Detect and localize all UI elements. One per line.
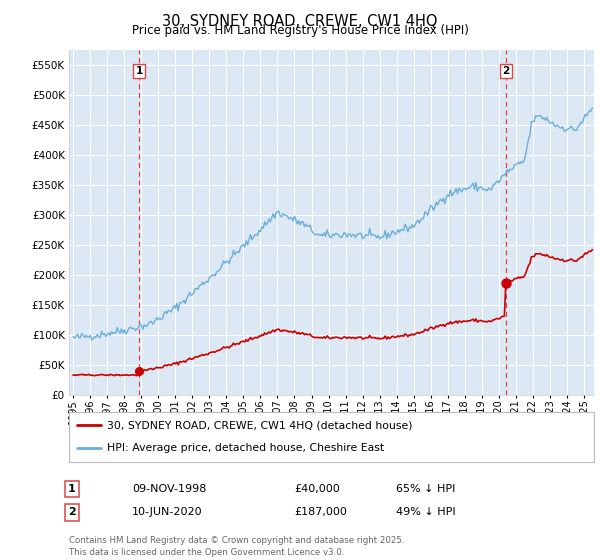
Text: 10-JUN-2020: 10-JUN-2020 — [132, 507, 203, 517]
Text: 1: 1 — [68, 484, 76, 494]
Text: 09-NOV-1998: 09-NOV-1998 — [132, 484, 206, 494]
Text: Price paid vs. HM Land Registry's House Price Index (HPI): Price paid vs. HM Land Registry's House … — [131, 24, 469, 37]
Text: 49% ↓ HPI: 49% ↓ HPI — [396, 507, 455, 517]
Text: £40,000: £40,000 — [294, 484, 340, 494]
Text: 2: 2 — [68, 507, 76, 517]
Text: 30, SYDNEY ROAD, CREWE, CW1 4HQ: 30, SYDNEY ROAD, CREWE, CW1 4HQ — [162, 14, 438, 29]
Text: 1: 1 — [136, 66, 143, 76]
Text: Contains HM Land Registry data © Crown copyright and database right 2025.
This d: Contains HM Land Registry data © Crown c… — [69, 536, 404, 557]
Text: HPI: Average price, detached house, Cheshire East: HPI: Average price, detached house, Ches… — [107, 444, 384, 454]
Text: 30, SYDNEY ROAD, CREWE, CW1 4HQ (detached house): 30, SYDNEY ROAD, CREWE, CW1 4HQ (detache… — [107, 420, 412, 430]
Text: 2: 2 — [503, 66, 510, 76]
Text: 65% ↓ HPI: 65% ↓ HPI — [396, 484, 455, 494]
Text: £187,000: £187,000 — [294, 507, 347, 517]
